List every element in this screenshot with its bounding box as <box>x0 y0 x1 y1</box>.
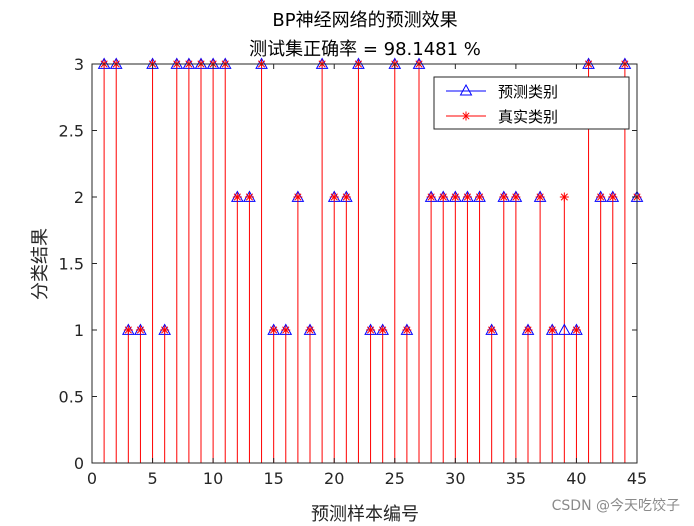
marker-actual <box>123 325 133 335</box>
marker-actual <box>366 325 376 335</box>
marker-actual <box>232 192 242 202</box>
marker-actual <box>462 192 472 202</box>
x-tick-label: 40 <box>566 469 586 488</box>
marker-actual <box>293 192 303 202</box>
y-tick-label: 2 <box>74 188 84 207</box>
marker-actual <box>378 325 388 335</box>
x-tick-label: 0 <box>87 469 97 488</box>
y-tick-label: 0.5 <box>59 388 84 407</box>
y-axis-ticks: 0 0.5 1 1.5 2 2.5 3 <box>59 55 637 473</box>
legend-label-actual: 真实类别 <box>498 108 558 126</box>
legend-marker-asterisk-icon <box>461 111 471 121</box>
marker-actual <box>450 192 460 202</box>
x-tick-label: 25 <box>385 469 405 488</box>
x-axis-ticks: 0 5 10 15 20 25 30 35 40 45 <box>87 64 647 488</box>
x-tick-label: 20 <box>324 469 344 488</box>
marker-predicted <box>557 323 571 335</box>
marker-actual <box>269 325 279 335</box>
marker-actual <box>571 325 581 335</box>
marker-actual <box>305 325 315 335</box>
plot-area <box>92 64 637 463</box>
marker-actual <box>438 192 448 202</box>
x-tick-label: 45 <box>627 469 647 488</box>
marker-actual <box>160 325 170 335</box>
x-tick-label: 5 <box>147 469 157 488</box>
marker-actual <box>341 192 351 202</box>
marker-actual <box>135 325 145 335</box>
marker-actual <box>329 192 339 202</box>
y-tick-label: 1 <box>74 321 84 340</box>
marker-actual <box>596 192 606 202</box>
y-tick-label: 0 <box>74 454 84 473</box>
x-tick-label: 30 <box>445 469 465 488</box>
legend: 预测类别 真实类别 <box>433 76 630 130</box>
marker-actual <box>547 325 557 335</box>
marker-actual <box>559 192 569 202</box>
y-tick-label: 3 <box>74 55 84 74</box>
marker-actual <box>487 325 497 335</box>
x-tick-label: 15 <box>263 469 283 488</box>
marker-actual <box>608 192 618 202</box>
marker-actual <box>475 192 485 202</box>
x-tick-label: 35 <box>506 469 526 488</box>
y-axis-label: 分类结果 <box>30 228 51 300</box>
watermark: CSDN @今天吃饺子 <box>552 498 680 514</box>
stem-lines <box>103 64 638 463</box>
legend-marker-triangle-icon <box>459 83 473 96</box>
y-tick-label: 1.5 <box>59 255 84 274</box>
marker-actual <box>281 325 291 335</box>
marker-actual <box>523 325 533 335</box>
marker-actual <box>511 192 521 202</box>
marker-actual <box>426 192 436 202</box>
marker-actual <box>244 192 254 202</box>
chart-title: BP神经网络的预测效果 <box>272 10 457 31</box>
y-tick-label: 2.5 <box>59 122 84 141</box>
marker-actual <box>402 325 412 335</box>
legend-label-predicted: 预测类别 <box>498 83 558 101</box>
x-tick-label: 10 <box>203 469 223 488</box>
marker-actual <box>535 192 545 202</box>
marker-actual <box>499 192 509 202</box>
chart-subtitle: 测试集正确率 = 98.1481 % <box>249 39 481 60</box>
x-axis-label: 预测样本编号 <box>311 504 419 525</box>
